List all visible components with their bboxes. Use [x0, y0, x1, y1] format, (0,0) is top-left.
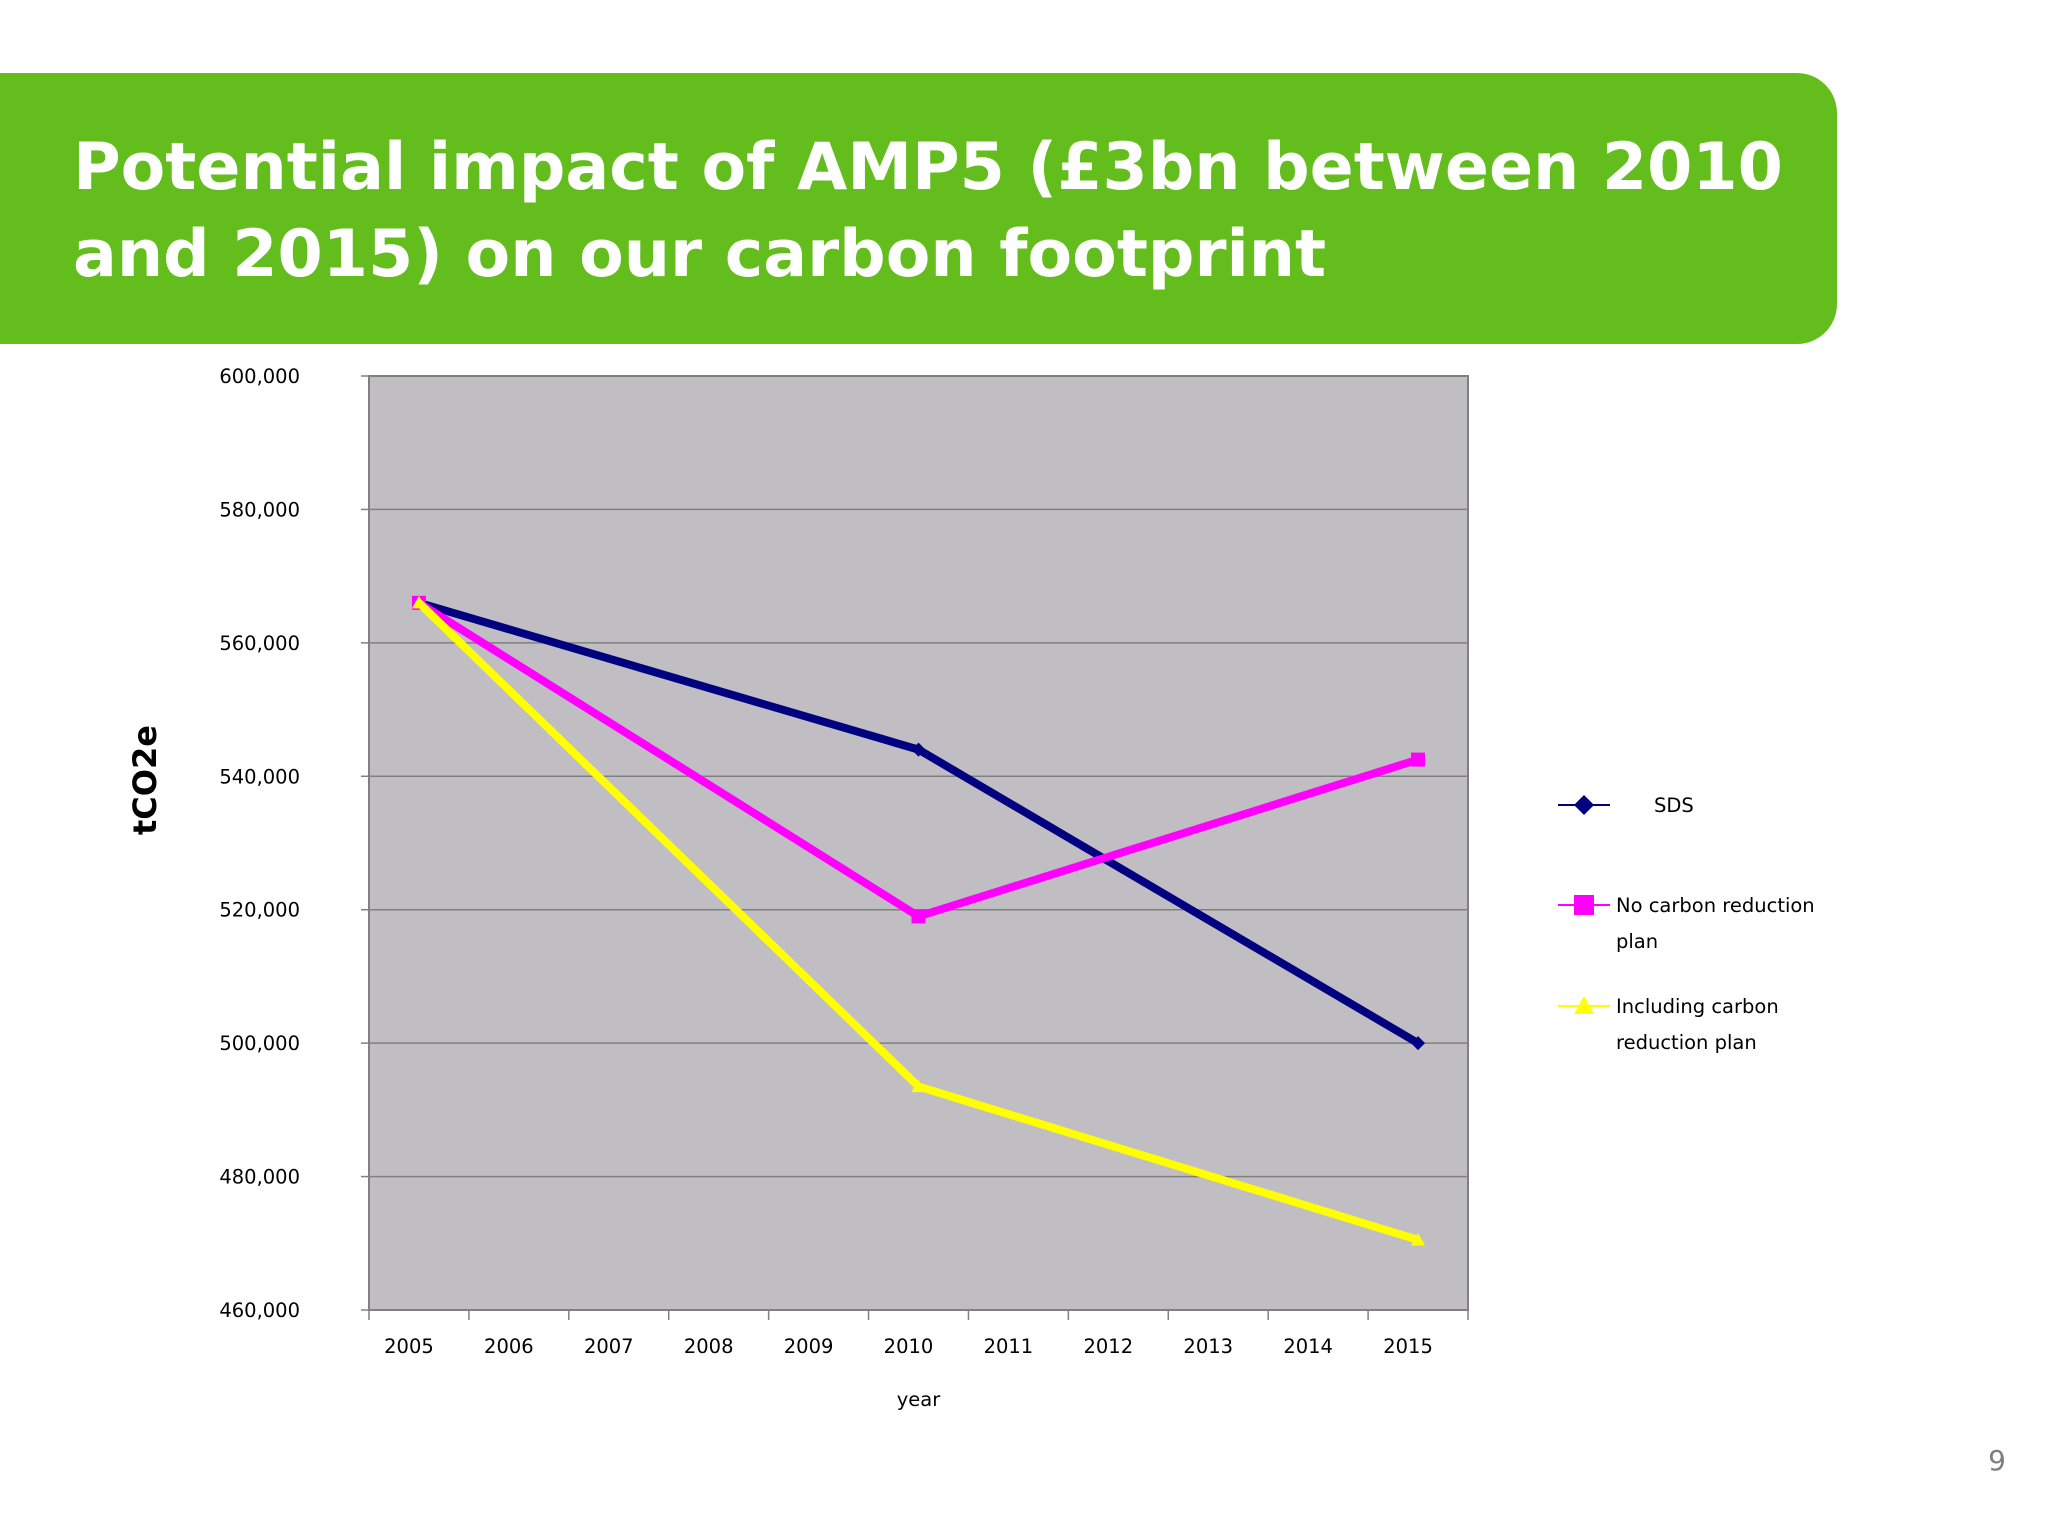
x-tick-label: 2012: [1083, 1335, 1133, 1358]
data-point: [1411, 1036, 1426, 1051]
legend-label-line: Including carbon: [1616, 995, 1779, 1018]
legend-marker: [1574, 795, 1594, 815]
data-point: [911, 742, 926, 757]
y-tick-label: 540,000: [219, 765, 300, 788]
y-tick-label: 520,000: [219, 899, 300, 922]
x-tick-label: 2014: [1283, 1335, 1333, 1358]
data-point: [1411, 752, 1426, 767]
data-point: [1411, 1232, 1426, 1246]
y-tick-label: 580,000: [219, 498, 300, 521]
legend-label-line: reduction plan: [1616, 1031, 1757, 1054]
title-banner: [0, 73, 1837, 344]
x-tick-label: 2007: [584, 1335, 634, 1358]
legend-marker: [1574, 996, 1594, 1014]
legend: SDS No carbon reduction plan Including carb…: [1558, 794, 1815, 1054]
x-axis-title: year: [897, 1388, 941, 1411]
x-tick-label: 2006: [484, 1335, 534, 1358]
plot-area: [368, 375, 1469, 1311]
legend-marker: [1574, 895, 1594, 915]
x-tick-label: 2011: [984, 1335, 1034, 1358]
x-tick-label: 2013: [1183, 1335, 1233, 1358]
x-tick-label: 2009: [784, 1335, 834, 1358]
y-tick-label: 480,000: [219, 1166, 300, 1189]
data-point: [411, 595, 426, 609]
x-tick-label: 2010: [884, 1335, 934, 1358]
legend-label: SDS: [1654, 794, 1694, 817]
y-tick-label: 500,000: [219, 1032, 300, 1055]
legend-label: No carbon reduction plan: [1616, 894, 1815, 953]
slide-title: Potential impact of AMP5 (£3bn between 2…: [73, 130, 1783, 292]
x-tick-label: 2015: [1383, 1335, 1433, 1358]
y-axis-title: tCO2e: [126, 725, 164, 835]
x-tick-label: 2008: [684, 1335, 734, 1358]
y-tick-label: 560,000: [219, 632, 300, 655]
page-number: 9: [1988, 1444, 2006, 1477]
x-tick-label: 2005: [384, 1335, 434, 1358]
data-point: [911, 1079, 926, 1093]
axes: 600,000 580,000 560,000 540,000 520,000 500,0…: [126, 365, 1469, 1411]
legend-label: Including carbon reduction plan: [1616, 995, 1779, 1054]
data-point: [911, 909, 926, 924]
legend-label-line: plan: [1616, 930, 1658, 953]
y-tick-label: 460,000: [219, 1299, 300, 1322]
y-tick-label: 600,000: [219, 365, 300, 388]
series-lines: [411, 595, 1426, 1246]
legend-label-line: No carbon reduction: [1616, 894, 1815, 917]
